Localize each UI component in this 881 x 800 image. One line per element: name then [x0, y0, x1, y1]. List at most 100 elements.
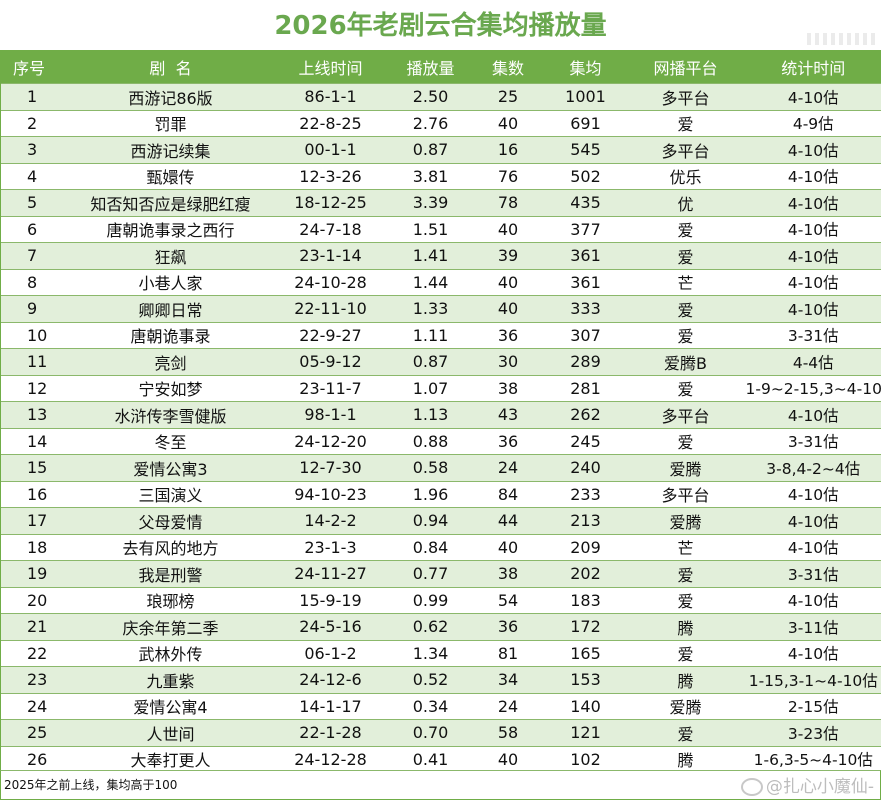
cell-stat-date: 4-10估 [745, 242, 881, 269]
cell-title: 唐朝诡事录 [70, 321, 271, 349]
cell-episodes: 54 [470, 586, 546, 614]
cell-seq: 15 [0, 454, 71, 481]
cell-avg-per-episode: 233 [545, 480, 626, 508]
cell-plays: 0.94 [390, 507, 471, 534]
cell-seq: 26 [0, 745, 71, 772]
cell-title: 亮剑 [70, 348, 271, 375]
cell-stat-date: 4-10估 [745, 136, 881, 163]
cell-platform: 爱 [625, 560, 746, 587]
cell-seq: 16 [0, 480, 71, 508]
cell-seq: 21 [0, 613, 71, 640]
cell-avg-per-episode: 102 [545, 745, 626, 772]
table-row: 24 爱情公寓4 14-1-17 0.34 24 140 爱腾 2-15估 [0, 692, 881, 720]
cell-title: 庆余年第二季 [70, 613, 271, 640]
cell-title: 水浒传李雪健版 [70, 401, 271, 428]
cell-stat-date: 4-10估 [745, 507, 881, 534]
cell-platform: 爱 [625, 215, 746, 243]
cell-episodes: 40 [470, 109, 546, 137]
cell-title: 卿卿日常 [70, 295, 271, 322]
cell-avg-per-episode: 121 [545, 719, 626, 746]
header-avg-per-episode: 集均 [545, 50, 626, 84]
cell-seq: 23 [0, 666, 71, 693]
table-row: 2 罚罪 22-8-25 2.76 40 691 爱 4-9估 [0, 109, 881, 137]
table-row: 20 琅琊榜 15-9-19 0.99 54 183 爱 4-10估 [0, 586, 881, 614]
table-row: 1 西游记86版 86-1-1 2.50 25 1001 多平台 4-10估 [0, 83, 881, 110]
cell-platform: 爱 [625, 586, 746, 614]
cell-platform: 爱 [625, 374, 746, 402]
cell-episodes: 40 [470, 215, 546, 243]
cell-episodes: 36 [470, 427, 546, 455]
cell-release-date: 22-1-28 [270, 719, 391, 746]
cell-release-date: 23-11-7 [270, 374, 391, 402]
cell-stat-date: 4-10估 [745, 639, 881, 667]
cell-stat-date: 3-23估 [745, 719, 881, 746]
cell-episodes: 36 [470, 613, 546, 640]
cell-plays: 0.58 [390, 454, 471, 481]
cell-stat-date: 4-10估 [745, 401, 881, 428]
cell-release-date: 00-1-1 [270, 136, 391, 163]
cell-release-date: 86-1-1 [270, 83, 391, 110]
cell-plays: 1.34 [390, 639, 471, 667]
cell-seq: 20 [0, 586, 71, 614]
cell-avg-per-episode: 202 [545, 560, 626, 587]
cell-stat-date: 3-31估 [745, 560, 881, 587]
cell-plays: 1.07 [390, 374, 471, 402]
cell-release-date: 12-3-26 [270, 162, 391, 190]
footer-note: 2025年之前上线，集均高于100 [4, 778, 178, 792]
cell-platform: 爱 [625, 109, 746, 137]
top-watermark [807, 33, 877, 45]
cell-platform: 腾 [625, 613, 746, 640]
cell-episodes: 81 [470, 639, 546, 667]
cell-title: 知否知否应是绿肥红瘦 [70, 189, 271, 216]
header-stat-date: 统计时间 [745, 50, 881, 84]
cell-platform: 爱腾B [625, 348, 746, 375]
cell-avg-per-episode: 361 [545, 268, 626, 296]
table-row: 22 武林外传 06-1-2 1.34 81 165 爱 4-10估 [0, 639, 881, 667]
cell-plays: 1.51 [390, 215, 471, 243]
cell-episodes: 84 [470, 480, 546, 508]
cell-plays: 2.50 [390, 83, 471, 110]
cell-episodes: 40 [470, 295, 546, 322]
table-row: 6 唐朝诡事录之西行 24-7-18 1.51 40 377 爱 4-10估 [0, 215, 881, 243]
cell-platform: 爱 [625, 295, 746, 322]
cell-stat-date: 1-9~2-15,3~4-10估 [745, 374, 881, 402]
cell-seq: 11 [0, 348, 71, 375]
cell-seq: 12 [0, 374, 71, 402]
cell-platform: 爱 [625, 242, 746, 269]
table-header-row: 序号 剧 名 上线时间 播放量 集数 集均 网播平台 统计时间 [0, 50, 881, 84]
cell-release-date: 18-12-25 [270, 189, 391, 216]
cell-plays: 0.52 [390, 666, 471, 693]
ratings-table: 序号 剧 名 上线时间 播放量 集数 集均 网播平台 统计时间 1 西游记86版 8… [0, 50, 881, 772]
cell-platform: 腾 [625, 666, 746, 693]
table-row: 13 水浒传李雪健版 98-1-1 1.13 43 262 多平台 4-10估 [0, 401, 881, 428]
cell-release-date: 24-7-18 [270, 215, 391, 243]
cell-release-date: 94-10-23 [270, 480, 391, 508]
cell-release-date: 12-7-30 [270, 454, 391, 481]
cell-episodes: 40 [470, 268, 546, 296]
cell-seq: 3 [0, 136, 71, 163]
cell-episodes: 34 [470, 666, 546, 693]
header-title: 剧 名 [70, 50, 271, 84]
cell-title: 三国演义 [70, 480, 271, 508]
cell-title: 武林外传 [70, 639, 271, 667]
cell-stat-date: 4-9估 [745, 109, 881, 137]
cell-title: 西游记86版 [70, 83, 271, 110]
cell-release-date: 22-8-25 [270, 109, 391, 137]
cell-stat-date: 3-31估 [745, 321, 881, 349]
cell-avg-per-episode: 140 [545, 692, 626, 720]
cell-episodes: 30 [470, 348, 546, 375]
cell-stat-date: 4-4估 [745, 348, 881, 375]
cell-avg-per-episode: 333 [545, 295, 626, 322]
cell-plays: 1.41 [390, 242, 471, 269]
cell-stat-date: 2-15估 [745, 692, 881, 720]
cell-stat-date: 3-31估 [745, 427, 881, 455]
cell-stat-date: 4-10估 [745, 480, 881, 508]
table-row: 11 亮剑 05-9-12 0.87 30 289 爱腾B 4-4估 [0, 348, 881, 375]
cell-episodes: 43 [470, 401, 546, 428]
cell-avg-per-episode: 289 [545, 348, 626, 375]
header-platform: 网播平台 [625, 50, 746, 84]
cell-title: 我是刑警 [70, 560, 271, 587]
cell-episodes: 40 [470, 533, 546, 561]
cell-release-date: 24-5-16 [270, 613, 391, 640]
